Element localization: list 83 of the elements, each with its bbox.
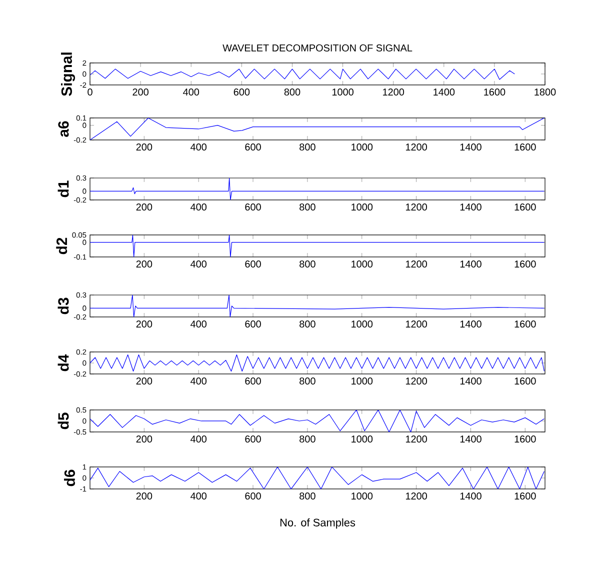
x-tick-label: 400 — [190, 260, 207, 268]
x-tick-label: 200 — [136, 144, 152, 151]
x-tick-label: 200 — [136, 378, 152, 385]
x-tick-label: 1600 — [514, 378, 536, 385]
y-axis-title: d3 — [58, 298, 69, 314]
x-tick-label: 600 — [245, 260, 261, 268]
x-tick-label: 1400 — [460, 320, 482, 328]
y-axis-title: d4 — [58, 354, 69, 372]
x-tick-label: 1000 — [352, 320, 373, 328]
x-tick-label: 200 — [136, 204, 152, 211]
x-tick-label: 1000 — [352, 260, 373, 268]
x-tick-label: 1600 — [514, 144, 536, 151]
x-tick-label: 1400 — [460, 260, 482, 268]
line-series — [90, 466, 544, 489]
x-tick-label: 200 — [136, 320, 152, 328]
x-tick-label: 1400 — [460, 436, 482, 443]
x-tick-label: 1200 — [383, 88, 404, 96]
x-axis-title: No. of Samples — [280, 518, 356, 529]
x-tick-label: 1600 — [514, 320, 536, 328]
x-tick-label: 1200 — [406, 144, 427, 151]
x-tick-label: 600 — [245, 378, 261, 385]
x-tick-label: 200 — [132, 88, 148, 96]
x-tick-label: 1600 — [514, 492, 536, 500]
x-tick-label: 400 — [190, 378, 207, 385]
line-series — [90, 294, 544, 317]
x-tick-label: 600 — [245, 320, 261, 328]
x-tick-label: 1200 — [406, 320, 427, 328]
x-tick-label: 1000 — [352, 436, 373, 443]
chart-title: WAVELET DECOMPOSITION OF SIGNAL — [222, 44, 412, 52]
x-tick-label: 1400 — [460, 492, 482, 500]
x-tick-label: 1200 — [406, 204, 427, 211]
x-tick-label: 800 — [300, 320, 316, 328]
x-tick-label: 1600 — [514, 260, 536, 268]
y-axis-title: a6 — [58, 121, 69, 137]
x-tick-label: 0 — [88, 88, 92, 96]
y-axis-title: d1 — [58, 180, 69, 198]
x-tick-label: 1200 — [406, 436, 427, 443]
y-axis-title: Signal — [61, 52, 76, 96]
x-tick-label: 400 — [190, 320, 207, 328]
x-tick-label: 1200 — [406, 492, 427, 500]
x-tick-label: 400 — [183, 88, 200, 96]
y-axis-title: d2 — [56, 238, 68, 254]
x-tick-label: 1400 — [460, 378, 482, 385]
line-series — [90, 410, 544, 432]
x-tick-label: 1600 — [484, 88, 506, 96]
line-series — [90, 178, 544, 200]
y-axis-title: d6 — [64, 470, 75, 486]
x-tick-label: 600 — [245, 144, 261, 151]
x-tick-label: 1400 — [460, 204, 482, 211]
x-tick-label: 800 — [284, 88, 300, 96]
x-tick-label: 400 — [190, 492, 207, 500]
x-tick-label: 1400 — [434, 88, 455, 96]
x-tick-label: 1000 — [352, 144, 373, 151]
y-axis-title: d5 — [58, 412, 69, 430]
x-tick-label: 800 — [300, 378, 316, 385]
line-series — [90, 354, 544, 372]
x-tick-label: 200 — [136, 436, 152, 443]
x-tick-label: 400 — [190, 436, 207, 443]
x-tick-label: 1200 — [406, 378, 427, 385]
x-tick-label: 1600 — [514, 204, 536, 211]
x-tick-label: 1600 — [514, 436, 536, 443]
x-tick-label: 400 — [190, 144, 207, 151]
x-tick-label: 600 — [245, 436, 261, 443]
x-tick-label: 1000 — [352, 492, 373, 500]
x-tick-label: 600 — [245, 492, 261, 500]
x-tick-label: 800 — [300, 204, 316, 211]
x-tick-label: 600 — [234, 88, 250, 96]
x-tick-label: 1000 — [352, 378, 373, 385]
x-tick-label: 800 — [300, 260, 316, 268]
x-tick-label: 800 — [300, 492, 316, 500]
x-tick-label: 1000 — [352, 204, 373, 211]
x-tick-label: 1000 — [332, 88, 354, 96]
x-tick-label: 400 — [190, 204, 207, 211]
x-tick-label: 1400 — [460, 144, 482, 151]
x-tick-label: 800 — [300, 144, 316, 151]
line-series — [90, 68, 515, 80]
x-tick-label: 200 — [136, 492, 152, 500]
line-series — [90, 118, 544, 140]
x-tick-label: 600 — [245, 204, 261, 211]
x-tick-label: 1200 — [406, 260, 427, 268]
x-tick-label: 800 — [300, 436, 316, 443]
x-tick-label: 1800 — [534, 88, 556, 96]
x-tick-label: 200 — [136, 260, 152, 268]
